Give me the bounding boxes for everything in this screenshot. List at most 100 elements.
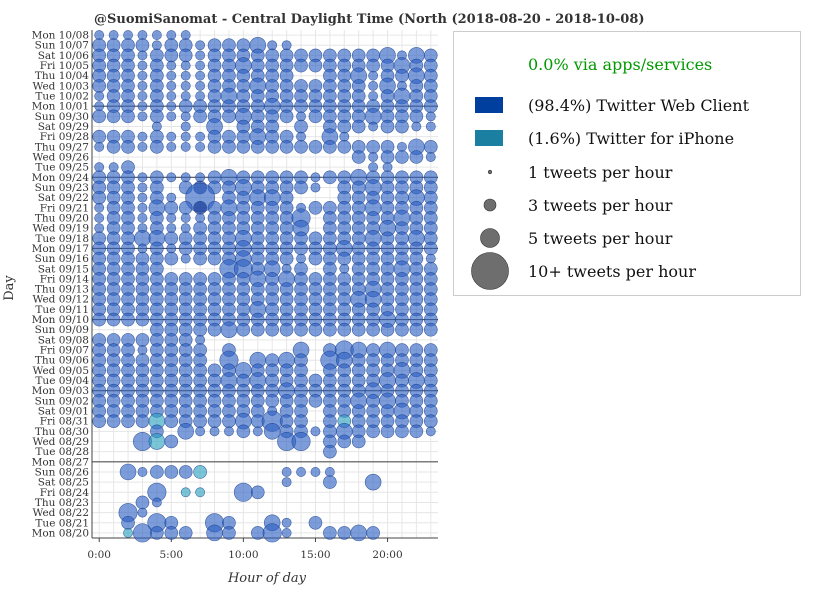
tweet-point — [166, 70, 177, 81]
y-tick-label: Mon 09/17 — [32, 243, 89, 255]
tweet-point — [121, 109, 135, 124]
y-tick-label: Fri 09/14 — [40, 273, 90, 285]
y-tick-label: Tue 09/11 — [35, 304, 89, 316]
tweet-point — [368, 152, 379, 162]
tweet-point — [395, 322, 409, 337]
x-tick-label: 15:00 — [300, 549, 330, 561]
tweet-point — [166, 101, 177, 112]
tweet-point — [92, 109, 107, 124]
y-tick-label: Fri 09/21 — [40, 202, 89, 214]
tweet-point — [262, 523, 282, 543]
tweet-point — [135, 312, 150, 327]
y-tick-label: Thu 08/23 — [35, 497, 89, 509]
y-tick-label: Sat 10/06 — [38, 50, 90, 62]
y-tick-label: Sun 09/16 — [35, 253, 90, 265]
tweet-point — [137, 60, 148, 71]
tweet-point — [308, 58, 323, 73]
tweet-point — [337, 140, 352, 154]
tweet-point — [180, 131, 191, 142]
y-tick-label: Sun 09/30 — [35, 111, 89, 123]
legend-series-label: (1.6%) Twitter for iPhone — [528, 129, 734, 148]
tweet-point — [164, 414, 179, 428]
y-tick-label: Wed 10/03 — [33, 80, 89, 92]
y-tick-label: Thu 09/06 — [35, 355, 89, 367]
tweet-point — [180, 111, 191, 122]
tweet-point — [380, 322, 395, 337]
tweet-point — [252, 426, 263, 437]
tweet-point — [281, 477, 292, 488]
tweet-point — [195, 131, 206, 142]
tweet-point — [121, 414, 135, 428]
tweet-point — [281, 467, 292, 477]
tweet-point — [195, 60, 206, 71]
tweet-point — [137, 80, 148, 91]
y-tick-label: Sat 09/29 — [38, 121, 89, 133]
y-tick-label: Wed 09/19 — [33, 223, 89, 235]
tweet-point — [195, 50, 206, 61]
tweet-point — [380, 119, 395, 134]
y-tick-label: Fri 10/05 — [40, 60, 89, 72]
legend-size-label: 1 tweets per hour — [528, 163, 673, 182]
y-tick-label: Fri 09/07 — [40, 345, 89, 357]
y-tick-label: Sun 10/07 — [35, 40, 89, 52]
tweet-point — [195, 141, 206, 152]
y-tick-label: Thu 10/04 — [35, 70, 89, 82]
tweet-point — [137, 192, 148, 203]
tweet-point — [351, 119, 366, 134]
tweet-point — [178, 465, 193, 479]
tweet-point — [368, 80, 379, 91]
y-tick-label: Thu 08/30 — [35, 426, 89, 438]
tweet-point — [137, 213, 148, 223]
scatter-points — [92, 30, 438, 543]
tweet-point — [150, 465, 164, 479]
tweet-point — [209, 426, 220, 437]
tweet-point — [366, 526, 380, 540]
tweet-point — [180, 60, 191, 71]
y-tick-label: Fri 09/28 — [40, 131, 89, 143]
legend-size-marker — [483, 198, 497, 212]
y-tick-label: Tue 09/04 — [35, 375, 89, 387]
legend-size-label: 5 tweets per hour — [528, 229, 673, 248]
tweet-point — [294, 140, 308, 154]
tweet-point — [425, 426, 436, 437]
tweet-point — [94, 141, 105, 152]
tweet-point — [106, 312, 121, 327]
tweet-point — [337, 322, 352, 337]
tweet-point — [310, 182, 321, 193]
y-tick-label: Sun 08/26 — [35, 466, 90, 478]
tweet-point — [395, 150, 409, 164]
tweet-point — [180, 121, 191, 132]
tweet-point — [364, 473, 382, 491]
tweet-point — [294, 180, 308, 195]
tweet-point — [308, 251, 323, 266]
y-tick-label: Sat 09/01 — [38, 406, 89, 418]
legend-size-entries: 1 tweets per hour 3 tweets per hour 5 twee… — [471, 163, 696, 290]
tweet-point — [351, 322, 366, 337]
tweet-point — [166, 172, 177, 183]
legend-series-swatch — [475, 130, 503, 146]
tweet-point — [180, 80, 191, 91]
tweet-point — [193, 109, 207, 124]
x-tick-label: 10:00 — [228, 549, 258, 561]
x-tick-label: 5:00 — [159, 549, 183, 561]
tweet-point — [151, 497, 162, 508]
tweet-point — [195, 40, 206, 51]
tweet-point — [425, 121, 436, 132]
legend-series-swatch — [475, 97, 503, 113]
tweet-point — [94, 202, 105, 213]
tweet-point — [119, 463, 137, 481]
tweet-point — [180, 253, 191, 264]
y-tick-label: Sun 09/02 — [35, 395, 89, 407]
tweet-point — [137, 91, 148, 101]
tweet-point — [207, 251, 222, 266]
y-tick-label: Wed 09/12 — [33, 294, 89, 306]
tweet-point — [177, 423, 194, 440]
tweet-point — [195, 70, 206, 81]
tweet-point — [323, 526, 337, 540]
tweet-point — [106, 414, 121, 428]
legend-size-marker — [487, 169, 493, 175]
y-tick-label: Tue 10/02 — [35, 91, 89, 103]
y-tick-label: Sat 09/08 — [38, 334, 89, 346]
